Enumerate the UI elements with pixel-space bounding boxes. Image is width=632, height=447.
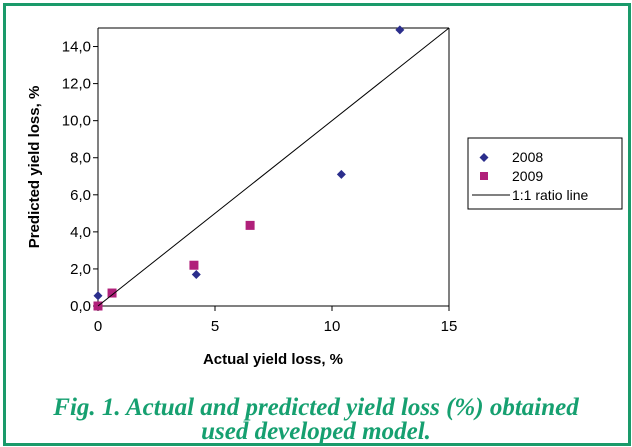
caption-line-2: used developed model. [201, 418, 431, 445]
legend-marker-2008 [479, 153, 489, 162]
plot-area [97, 27, 450, 307]
legend-box [467, 137, 623, 210]
x-tick-label: 5 [211, 318, 219, 335]
data-point-2008 [395, 25, 405, 35]
y-tick-label: 8,0 [70, 150, 91, 167]
data-point-2009 [245, 220, 255, 230]
y-tick-label: 10,0 [62, 113, 91, 130]
y-tick-label: 4,0 [70, 224, 91, 241]
y-tick-label: 12,0 [62, 76, 91, 93]
y-tick-label: 14,0 [62, 39, 91, 56]
data-point-2008 [191, 269, 201, 279]
series-layer [93, 25, 450, 311]
legend-label-2009: 2009 [512, 168, 543, 184]
legend-label-ratio-line: 1:1 ratio line [512, 187, 588, 203]
data-point-2008 [93, 291, 103, 301]
y-axis-label: Predicted yield loss, % [26, 86, 43, 249]
y-ticks: 0,0 2,0 4,0 6,0 8,0 10,0 12,0 14,0 [62, 39, 98, 315]
data-point-2009 [189, 260, 199, 270]
legend-label-2008: 2008 [512, 149, 543, 165]
data-point-2009 [107, 288, 117, 298]
x-tick-label: 0 [94, 318, 102, 335]
y-tick-label: 6,0 [70, 187, 91, 204]
legend: 2008 2009 1:1 ratio line [467, 137, 623, 210]
figure-caption: Fig. 1. Actual and predicted yield loss … [0, 394, 632, 445]
x-axis-label: Actual yield loss, % [203, 351, 343, 368]
x-tick-label: 15 [441, 318, 458, 335]
ratio-line [97, 27, 450, 307]
data-point-2008 [336, 169, 346, 179]
figure-frame [3, 3, 631, 446]
legend-marker-2009 [480, 172, 488, 180]
caption-line-1: Fig. 1. Actual and predicted yield loss … [53, 394, 579, 421]
x-ticks: 0 5 10 15 [94, 306, 458, 335]
y-tick-label: 0,0 [70, 298, 91, 315]
x-tick-label: 10 [324, 318, 341, 335]
y-tick-label: 2,0 [70, 261, 91, 278]
